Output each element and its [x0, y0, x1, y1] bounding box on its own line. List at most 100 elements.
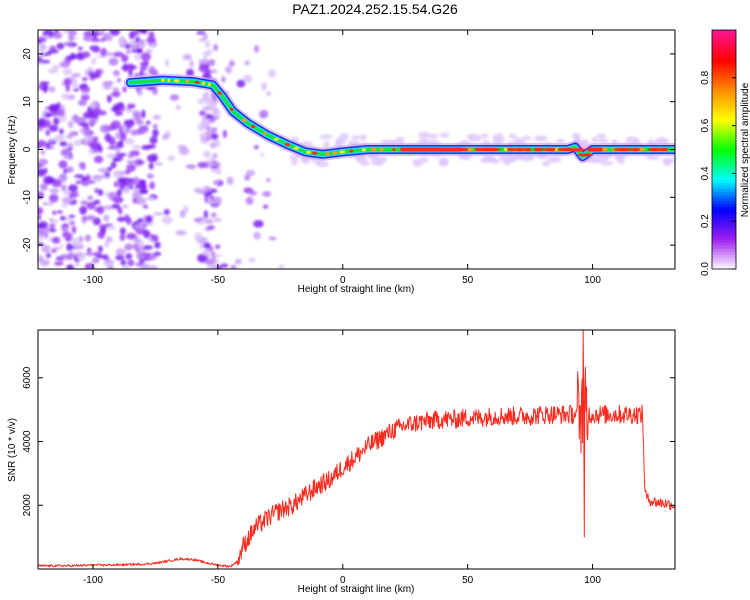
spectrogram-noise-blob [123, 63, 128, 72]
spectrogram-hotspot [332, 151, 338, 155]
spectrogram-noise-blob [254, 145, 259, 150]
spectrogram-noise-blob [84, 136, 89, 143]
spectrogram-noise-blob [59, 215, 66, 221]
spectrogram-noise-blob [210, 143, 216, 149]
spectrogram-noise-blob [134, 223, 145, 230]
spectrogram-noise-blob [119, 227, 126, 235]
spectrogram-noise-blob [62, 189, 71, 196]
spectrogram-noise-blob [72, 114, 79, 123]
spectrogram-noise-blob [136, 197, 147, 205]
snr-y-tick-label: 6000 [22, 366, 33, 389]
colorbar-segment [712, 92, 736, 97]
spectrogram-noise-blob [210, 133, 219, 140]
spectrogram-noise-blob [143, 230, 151, 239]
spectrogram-halo-blob [468, 134, 482, 142]
spectrogram-y-ticks: 20 10 0 -10 -20 [22, 48, 675, 252]
spectrogram-noise-blob [38, 39, 43, 44]
spectrogram-noise-blob [213, 43, 219, 51]
spectrogram-noise-blob [266, 91, 271, 96]
spectrogram-noise-blob [126, 163, 136, 172]
colorbar-segment [712, 185, 736, 189]
spectrogram-noise-blob [139, 70, 144, 77]
spectrogram-noise-blob [84, 252, 95, 256]
spectrogram-halo-blob [499, 154, 507, 162]
spectrogram-halo-blob [508, 133, 517, 139]
spectrogram-noise-blob [196, 189, 208, 194]
spectrogram-noise-blob [88, 118, 98, 125]
spectrogram-noise-blob [139, 64, 147, 72]
spectrogram-noise-blob [81, 83, 88, 88]
spectrogram-hotspot [339, 150, 346, 154]
spectrogram-noise-blob [39, 81, 50, 85]
spectrogram-hotspot [251, 124, 256, 129]
spectrogram-noise-blob [228, 60, 235, 67]
spectrogram-noise-blob [122, 86, 127, 93]
spectrogram-noise-blob [91, 57, 97, 65]
snr-y-tick-label: 2000 [22, 494, 33, 517]
colorbar-segment [712, 30, 736, 34]
spectrogram-noise-blob [106, 225, 116, 230]
spectrogram-noise-blob [93, 176, 103, 182]
spectrogram-noise-blob [196, 221, 206, 225]
snr-frame [37, 329, 676, 570]
spectrogram-halo-blob [497, 136, 505, 143]
spectrogram-halo-blob [360, 134, 367, 142]
spectrogram-noise-blob [141, 182, 146, 188]
spectrogram-noise-blob [50, 249, 57, 253]
spectrogram-noise-blob [211, 196, 223, 205]
spectrogram-hotspot [533, 147, 545, 152]
spectrogram-noise-blob [134, 54, 141, 61]
spectrogram-noise-blob [268, 236, 277, 241]
spectrogram-hotspot [201, 81, 206, 85]
spectrogram-noise-blob [38, 221, 49, 229]
spectrogram-noise-blob [74, 174, 85, 179]
colorbar-segment [712, 251, 736, 255]
colorbar-segment [712, 227, 736, 231]
spectrogram-noise-blob [211, 127, 218, 133]
spectrogram-halo-blob [555, 138, 566, 144]
spectrogram-noise-blob [152, 128, 159, 138]
spectrogram-halo-blob [419, 157, 429, 164]
spectrogram-noise-blob [139, 128, 147, 132]
spectrogram-hotspot [311, 151, 318, 155]
snr-y-ticks: 6000 4000 2000 [22, 366, 675, 516]
colorbar-segment [712, 257, 736, 261]
spectrogram-noise-blob [51, 64, 61, 70]
spectrogram-noise-blob [38, 142, 41, 150]
spectrogram-noise-blob [215, 244, 221, 250]
spectrogram-noise-blob [73, 88, 80, 92]
colorbar-segment [712, 38, 736, 43]
spectrogram-noise-blob [57, 109, 65, 117]
spectrogram-noise-blob [186, 68, 195, 77]
colorbar-segment [712, 32, 736, 37]
spectrogram-noise-blob [203, 150, 211, 158]
spectrogram-halo-blob [395, 136, 405, 143]
spectrogram-noise-blob [153, 212, 164, 216]
spectrogram-noise-blob [198, 65, 210, 73]
spectrogram-noise-blob [135, 160, 145, 164]
spectrogram-y-tick-label: 10 [22, 96, 33, 108]
spectrogram-halo-blob [600, 160, 614, 166]
spectrogram-noise-blob [59, 61, 71, 68]
spectrogram-noise-blob [106, 94, 112, 103]
spectrogram-noise-blob [107, 266, 114, 269]
spectrogram-noise-blob [245, 196, 254, 205]
spectrogram-ridge-layer [123, 73, 675, 164]
spectrogram-x-label: Height of straight line (km) [298, 284, 415, 295]
colorbar-segment [712, 194, 736, 198]
spectrogram-noise-blob [226, 176, 234, 186]
spectrogram-hotspot [392, 147, 396, 152]
spectrogram-noise-blob [98, 190, 104, 196]
spectrogram-noise-blob [115, 255, 125, 261]
spectrogram-hotspot [554, 147, 559, 152]
spectrogram-halo-blob [646, 155, 660, 160]
spectrogram-noise-blob [124, 170, 131, 175]
spectrogram-halo-blob [289, 154, 300, 160]
spectrogram-noise-blob [86, 201, 96, 210]
spectrogram-halo-blob [318, 134, 333, 140]
spectrogram-noise-blob [117, 183, 126, 189]
spectrogram-noise-blob [185, 164, 197, 169]
spectrogram-noise-blob [175, 105, 181, 110]
colorbar-segment [712, 86, 736, 91]
